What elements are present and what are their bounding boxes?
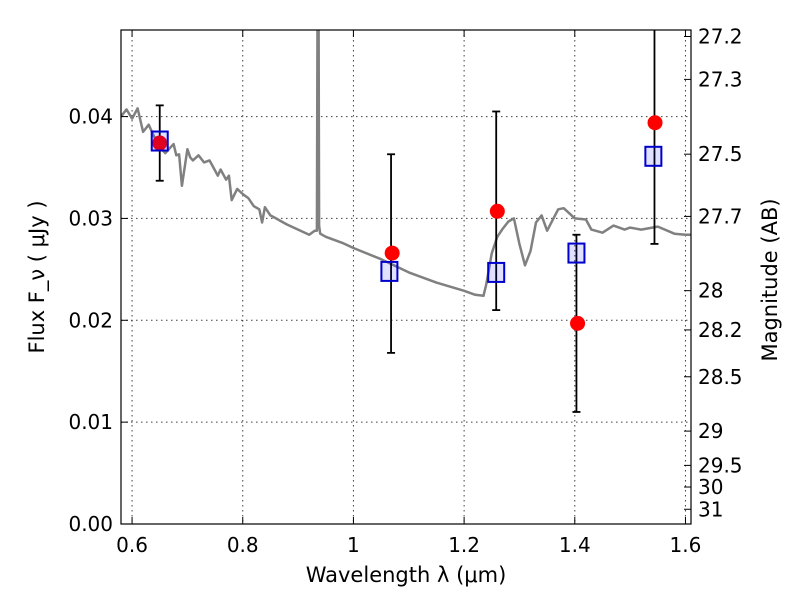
- observed-points: [152, 115, 663, 331]
- y-tick-label: 0.04: [68, 105, 113, 129]
- observed-point: [384, 245, 400, 261]
- y-tick-label: 0.02: [68, 308, 113, 332]
- model-point: [380, 260, 399, 282]
- plot-background: [121, 30, 691, 524]
- y2-axis-label: Magnitude (AB): [758, 198, 782, 361]
- x-tick-label: 1.6: [670, 533, 702, 557]
- y-tick-label: 0.03: [68, 206, 113, 230]
- y2-tick-label: 31: [698, 497, 723, 521]
- y2-tick-label: 27.5: [698, 142, 743, 166]
- y2-tick-label: 29.5: [698, 453, 743, 477]
- x-tick-label: 0.6: [116, 533, 148, 557]
- y2-tick-label: 29: [698, 419, 723, 443]
- y2-tick-label: 27.7: [698, 204, 743, 228]
- x-tick-label: 1: [347, 533, 360, 557]
- y-tick-label: 0.00: [68, 512, 113, 536]
- y2-tick-label: 28.2: [698, 318, 743, 342]
- model-point: [567, 242, 586, 264]
- observed-point: [647, 115, 663, 131]
- x-tick-label: 0.8: [227, 533, 259, 557]
- ticks: 0.6 0.8 1 1.2 1.4 1.6 0.00 0.01 0.02 0.03 0.04 27.2…: [68, 24, 742, 557]
- y2-tick-label: 27.3: [698, 67, 743, 91]
- x-tick-label: 1.4: [559, 533, 591, 557]
- y2-tick-label: 30: [698, 475, 723, 499]
- x-axis-label: Wavelength λ (μm): [306, 563, 507, 587]
- y2-tick-label: 28: [698, 279, 723, 303]
- y2-tick-label: 27.2: [698, 24, 743, 48]
- observed-point: [152, 135, 168, 151]
- y2-tick-label: 28.5: [698, 365, 743, 389]
- x-tick-label: 1.2: [448, 533, 480, 557]
- model-points: [150, 130, 663, 283]
- model-point: [487, 261, 506, 283]
- observed-point: [489, 203, 505, 219]
- plot-frame: [120, 29, 692, 525]
- spectrum-line: [121, 30, 691, 298]
- observed-point: [570, 315, 586, 331]
- plot-area: [121, 30, 691, 413]
- model-point: [644, 145, 663, 167]
- spectrum-layer: [121, 30, 691, 298]
- y-tick-label: 0.01: [68, 410, 113, 434]
- y-axis-label: Flux F_ν ( μJy ): [25, 200, 50, 353]
- model-point: [150, 130, 169, 152]
